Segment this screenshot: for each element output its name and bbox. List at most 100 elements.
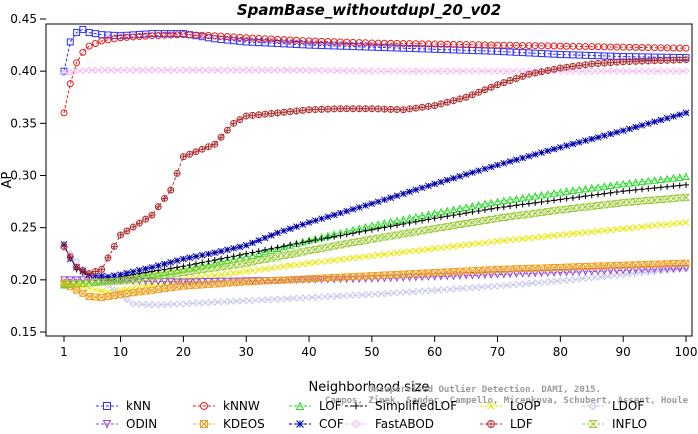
point-inflo [336, 241, 345, 249]
point-simplifiedlof [481, 206, 488, 213]
point-simplifiedlof [444, 213, 451, 220]
point-ldof [317, 293, 326, 301]
point-ldf [670, 57, 677, 64]
point-inflo [531, 209, 540, 217]
point-cof [450, 174, 457, 182]
point-inflo [172, 269, 182, 277]
point-ldof [644, 268, 653, 276]
point-simplifiedlof [639, 186, 646, 193]
point-kdeos [104, 293, 112, 301]
point-inflo [606, 200, 615, 208]
point-ldf [73, 264, 80, 271]
point-simplifiedlof [192, 260, 199, 267]
point-ldf [211, 141, 218, 148]
point-ldof [424, 286, 433, 295]
point-lof [663, 174, 671, 183]
series-loop [60, 219, 690, 296]
point-loop [600, 227, 608, 234]
point-odin [179, 278, 188, 287]
point-inflo [499, 213, 509, 221]
point-ldf [595, 60, 602, 67]
point-lof [512, 194, 521, 203]
point-fastabod [437, 67, 445, 75]
point-simplifiedlof [161, 266, 168, 273]
point-cof [280, 227, 288, 235]
point-loop [682, 219, 690, 226]
point-loop [318, 258, 325, 266]
series-knn [60, 25, 690, 75]
point-cof [425, 182, 432, 190]
point-loop [500, 237, 508, 244]
point-cof [588, 135, 596, 143]
point-kdeos [117, 290, 125, 298]
point-odin [166, 278, 175, 286]
point-lof [204, 260, 213, 268]
point-inflo [279, 252, 289, 260]
point-cof [619, 127, 627, 134]
point-ldf [67, 253, 74, 260]
x-tick-label: 80 [553, 345, 568, 359]
x-axis: 1 10 20 30 40 50 60 70 80 90 100 [60, 336, 697, 359]
point-loop [613, 225, 621, 233]
point-fastabod [506, 67, 514, 75]
point-kdeos [123, 290, 131, 298]
point-fastabod [217, 66, 225, 74]
point-loop [456, 242, 464, 249]
point-ldf [142, 216, 149, 223]
point-simplifiedlof [356, 229, 363, 236]
point-ldof [594, 273, 602, 281]
point-fastabod [185, 66, 194, 74]
point-ldof [650, 267, 659, 276]
point-ldf [343, 105, 350, 112]
point-cof [538, 149, 545, 157]
point-simplifiedlof [186, 262, 193, 269]
x-tick-label: 70 [490, 345, 505, 359]
point-cof [506, 158, 514, 165]
point-ldf [481, 86, 488, 93]
point-ldof [324, 292, 332, 301]
point-simplifiedlof [406, 219, 413, 226]
point-inflo [405, 229, 414, 237]
point-fastabod [550, 67, 558, 75]
point-cof [582, 137, 589, 145]
point-kdeos [682, 259, 690, 267]
point-ldof [474, 283, 483, 292]
point-inflo [449, 222, 458, 230]
point-fastabod [248, 66, 257, 74]
point-simplifiedlof [412, 218, 419, 225]
point-ldof [330, 292, 338, 301]
point-ldf [569, 63, 576, 70]
point-cof [600, 132, 608, 139]
point-odin [613, 267, 621, 275]
point-cof [261, 234, 269, 242]
point-ldf [375, 105, 382, 112]
point-lof [657, 175, 665, 183]
point-ldof [229, 297, 238, 306]
point-inflo [204, 265, 213, 273]
point-ldf [588, 60, 595, 67]
point-ldof [343, 291, 351, 300]
point-odin [405, 274, 414, 282]
point-fastabod [229, 66, 238, 74]
point-ldof [443, 285, 451, 294]
point-inflo [84, 279, 94, 287]
legend-marker [588, 420, 598, 428]
point-lof [650, 176, 659, 184]
point-cof [632, 123, 640, 131]
point-lof [562, 187, 571, 195]
point-loop [663, 220, 671, 228]
point-ldf [538, 68, 545, 75]
point-ldf [86, 270, 93, 277]
point-ldf [582, 61, 589, 68]
point-odin [682, 264, 690, 273]
point-ldof [386, 289, 395, 297]
point-fastabod [242, 66, 250, 74]
point-loop [305, 259, 313, 267]
legend-item-kdeos: KDEOS [193, 417, 265, 431]
point-inflo [417, 227, 427, 235]
point-odin [506, 270, 514, 279]
point-fastabod [129, 66, 137, 74]
point-simplifiedlof [683, 181, 689, 188]
point-ldf [551, 66, 558, 73]
point-odin [569, 268, 577, 277]
